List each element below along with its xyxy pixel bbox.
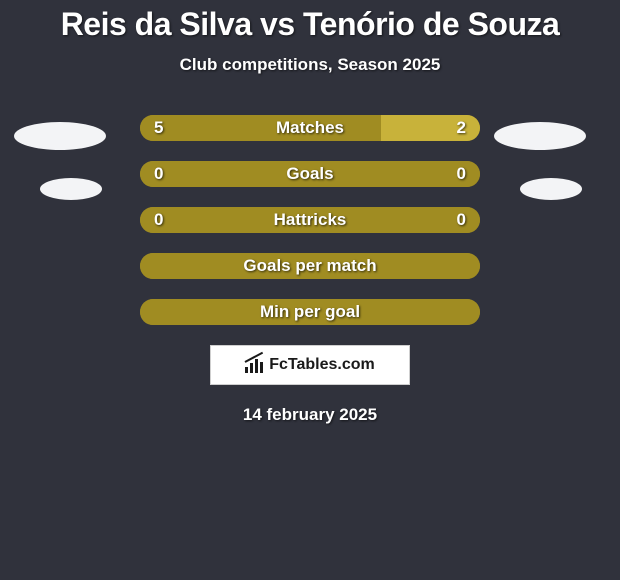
- right-value: 0: [443, 207, 480, 233]
- stat-bar: Min per goal: [140, 299, 480, 325]
- bar-left-fill: [140, 207, 480, 233]
- stat-row: Goals per match: [0, 253, 620, 279]
- page-title: Reis da Silva vs Tenório de Souza: [0, 0, 620, 43]
- placeholder-ellipse: [494, 122, 586, 150]
- logo-text: FcTables.com: [269, 356, 375, 374]
- stat-bar: 00Hattricks: [140, 207, 480, 233]
- left-value: 5: [140, 115, 177, 141]
- chart-icon: [245, 357, 263, 373]
- right-value: 0: [443, 161, 480, 187]
- left-value: 0: [140, 161, 177, 187]
- bar-left-fill: [140, 299, 480, 325]
- stat-bar: 52Matches: [140, 115, 480, 141]
- placeholder-ellipse: [520, 178, 582, 200]
- placeholder-ellipse: [14, 122, 106, 150]
- right-value: 2: [443, 115, 480, 141]
- date-label: 14 february 2025: [0, 405, 620, 425]
- left-value: 0: [140, 207, 177, 233]
- placeholder-ellipse: [40, 178, 102, 200]
- stat-bar: 00Goals: [140, 161, 480, 187]
- stat-row: 00Hattricks: [0, 207, 620, 233]
- stat-bar: Goals per match: [140, 253, 480, 279]
- bar-left-fill: [140, 253, 480, 279]
- fctables-logo: FcTables.com: [210, 345, 410, 385]
- stat-row: Min per goal: [0, 299, 620, 325]
- subtitle: Club competitions, Season 2025: [0, 55, 620, 75]
- bar-left-fill: [140, 161, 480, 187]
